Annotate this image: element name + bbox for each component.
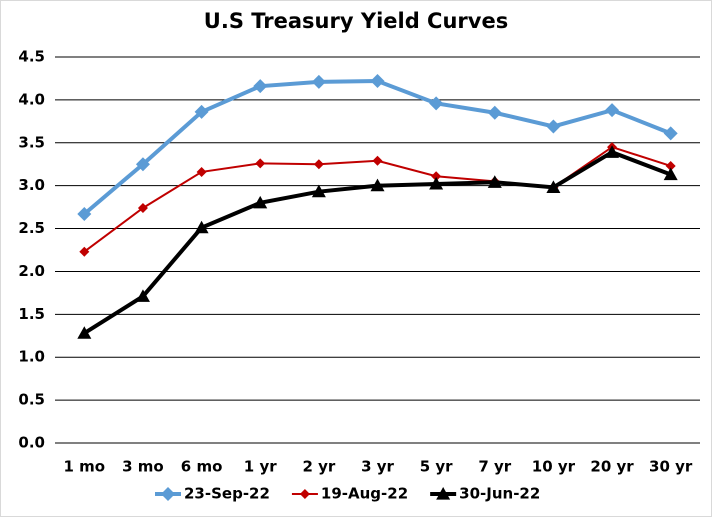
marker <box>77 206 92 221</box>
y-tick-label: 4.5 <box>18 48 45 66</box>
x-tick-label: 1 mo <box>64 458 106 476</box>
x-tick-label: 20 yr <box>590 458 634 476</box>
x-tick-label: 10 yr <box>532 458 576 476</box>
marker <box>663 167 678 181</box>
x-tick-label: 6 mo <box>181 458 223 476</box>
marker <box>79 246 90 257</box>
marker <box>194 104 209 119</box>
marker <box>194 220 209 234</box>
marker <box>429 176 444 190</box>
marker <box>255 158 266 169</box>
y-tick-label: 3.0 <box>18 176 45 194</box>
y-tick-label: 0.5 <box>18 391 45 409</box>
marker <box>372 155 383 166</box>
marker <box>546 119 561 134</box>
marker <box>135 157 150 172</box>
legend-label: 30-Jun-22 <box>459 485 540 503</box>
marker <box>135 289 150 302</box>
marker <box>546 180 561 193</box>
x-tick-label: 1 yr <box>244 458 277 476</box>
y-tick-label: 4.0 <box>18 90 45 108</box>
legend-marker <box>299 489 310 499</box>
marker <box>311 184 326 198</box>
x-tick-label: 3 mo <box>122 458 164 476</box>
marker <box>663 126 678 141</box>
chart-title: U.S Treasury Yield Curves <box>204 9 508 33</box>
legend-marker <box>436 487 451 500</box>
y-tick-label: 1.5 <box>18 305 45 323</box>
x-tick-label: 2 yr <box>302 458 335 476</box>
marker <box>605 103 620 118</box>
x-tick-label: 5 yr <box>420 458 453 476</box>
x-tick-label: 7 yr <box>478 458 511 476</box>
y-tick-label: 2.0 <box>18 262 45 280</box>
marker <box>605 145 620 158</box>
marker <box>137 202 148 213</box>
marker <box>665 160 676 171</box>
marker <box>196 166 207 177</box>
marker <box>487 175 502 188</box>
y-tick-label: 1.0 <box>18 348 45 366</box>
x-tick-label: 3 yr <box>361 458 394 476</box>
marker <box>311 74 326 89</box>
y-tick-label: 0.0 <box>18 434 45 452</box>
legend-label: 19-Aug-22 <box>321 485 408 503</box>
marker <box>313 159 324 170</box>
marker <box>253 79 268 94</box>
legend-marker <box>161 487 175 501</box>
marker <box>370 74 385 89</box>
x-tick-label: 30 yr <box>649 458 693 476</box>
marker <box>431 171 442 182</box>
legend-label: 23-Sep-22 <box>184 485 270 503</box>
marker <box>487 105 502 120</box>
marker <box>429 96 444 111</box>
marker <box>253 195 268 209</box>
y-tick-label: 2.5 <box>18 219 45 237</box>
marker <box>370 178 385 192</box>
y-tick-label: 3.5 <box>18 133 45 151</box>
marker <box>77 326 92 339</box>
